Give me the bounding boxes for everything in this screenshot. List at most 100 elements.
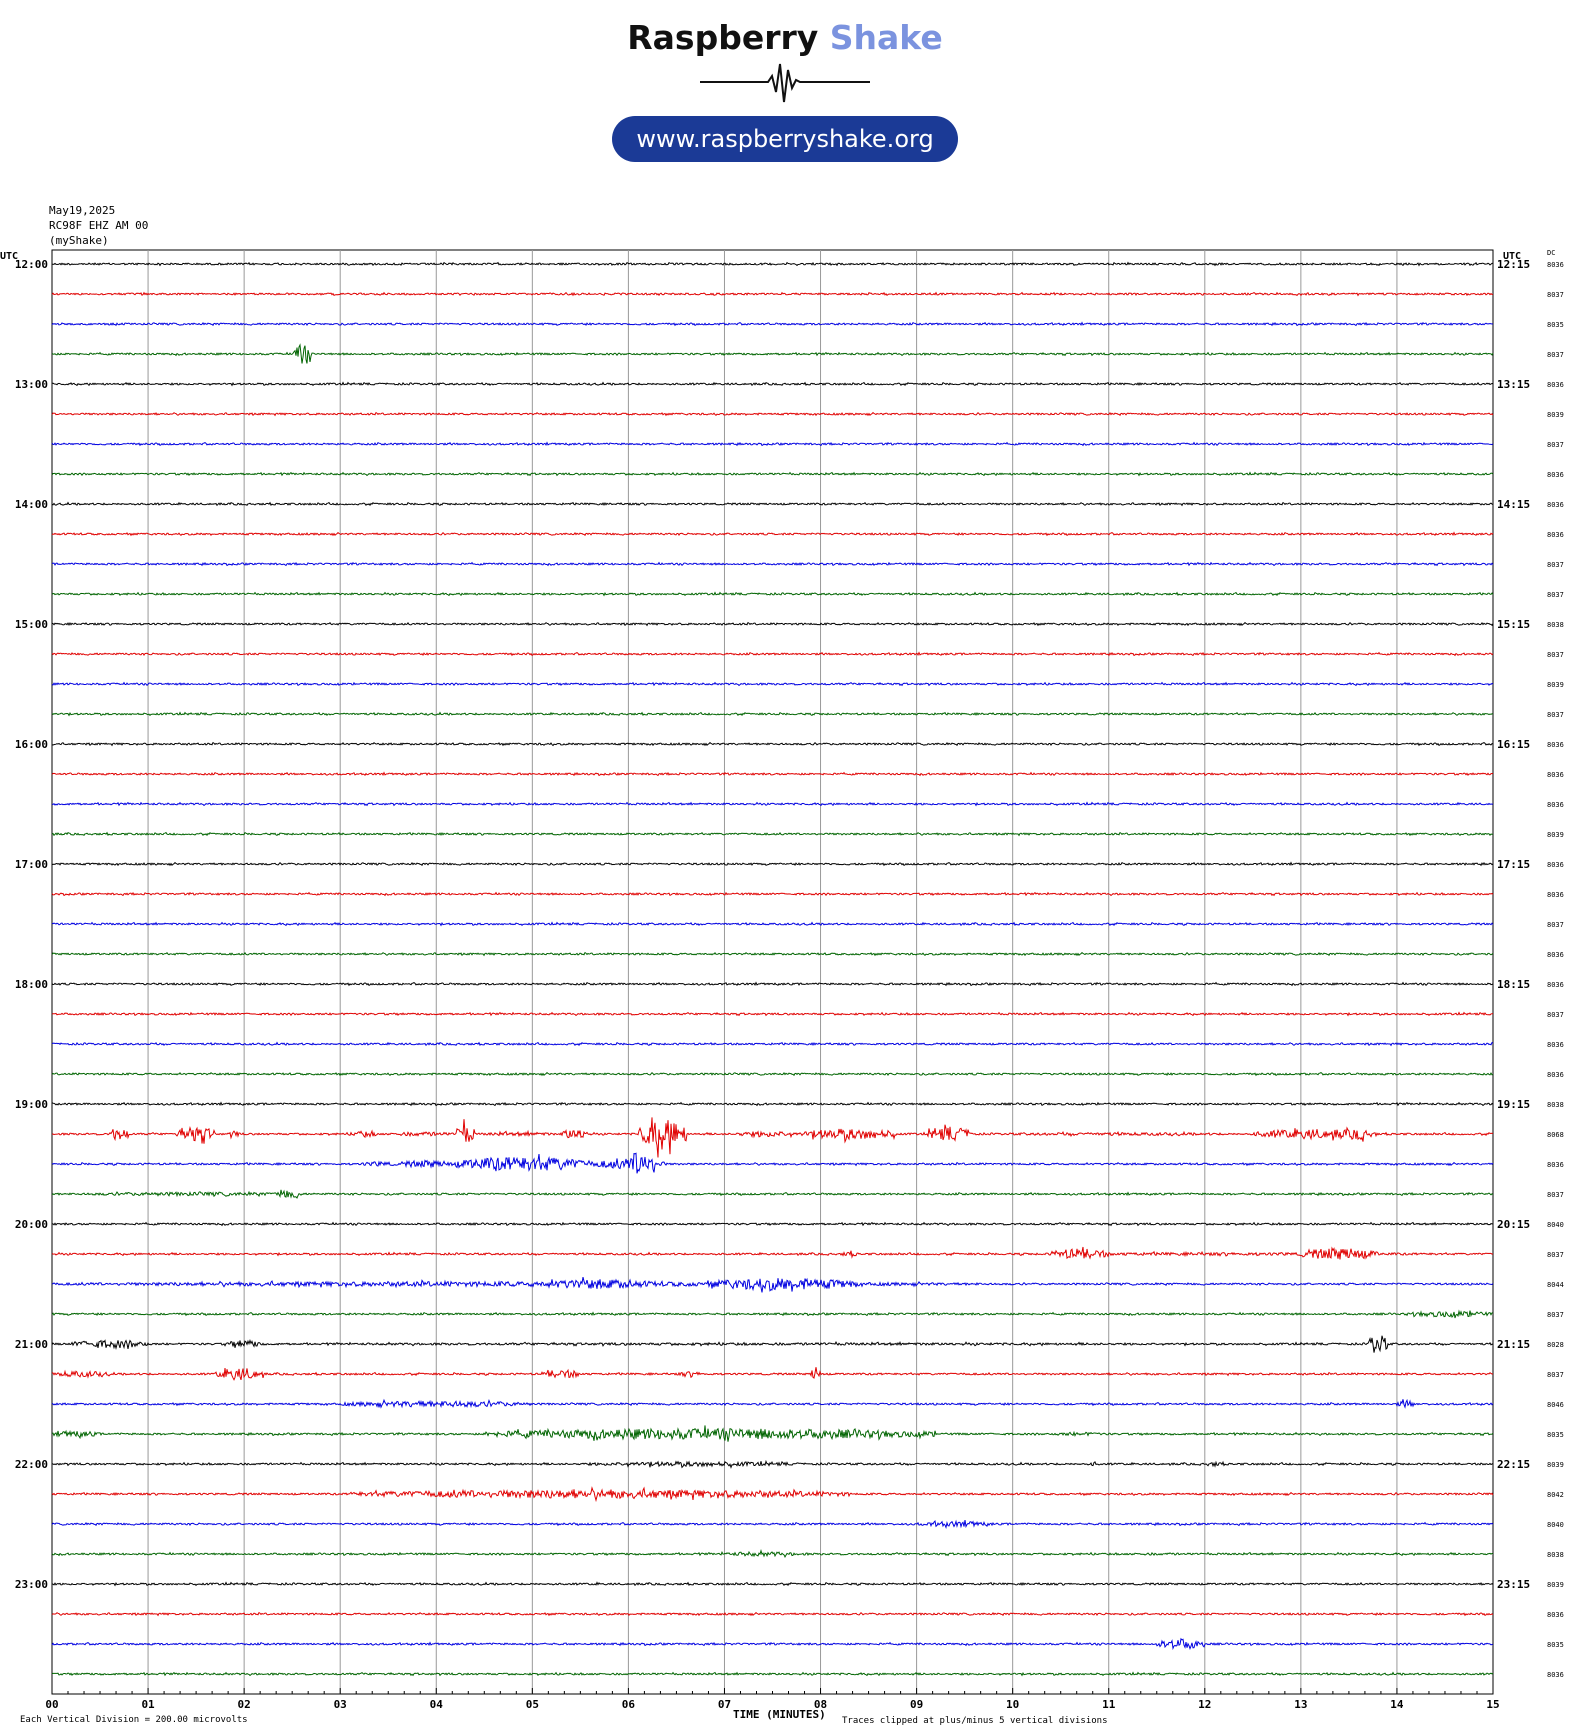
dc-offset-label: 8042 [1547, 1491, 1564, 1499]
seismic-trace-line [51, 1335, 1494, 1353]
dc-offset-label: 8035 [1547, 1641, 1564, 1649]
hour-label: 15:00 [15, 618, 48, 631]
dc-offset-label: 8036 [1547, 261, 1564, 269]
website-url[interactable]: www.raspberryshake.org [636, 125, 934, 153]
quarter-hour-label: 23:15 [1497, 1578, 1530, 1591]
dc-offset-label: 8037 [1547, 1191, 1564, 1199]
x-tick-label: 12 [1198, 1698, 1211, 1711]
quarter-hour-label: 12:15 [1497, 258, 1530, 271]
scale-note: Each Vertical Division = 200.00 microvol… [20, 1715, 248, 1725]
quarter-hour-label: 16:15 [1497, 738, 1530, 751]
seismic-trace-line [51, 561, 1494, 567]
seismic-trace-line [51, 981, 1494, 987]
x-tick-label: 08 [814, 1698, 827, 1711]
dc-offset-label: 8044 [1547, 1281, 1564, 1289]
dc-offset-label: 8036 [1547, 381, 1564, 389]
x-tick-label: 15 [1486, 1698, 1499, 1711]
clip-note: Traces clipped at plus/minus 5 vertical … [842, 1716, 1108, 1726]
dc-offset-label: 8040 [1547, 1221, 1564, 1229]
dc-offset-label: 8036 [1547, 501, 1564, 509]
dc-offset-label: 8039 [1547, 411, 1564, 419]
seismic-trace-line [51, 321, 1494, 327]
quarter-hour-label: 17:15 [1497, 858, 1530, 871]
dc-offset-label: 8036 [1547, 861, 1564, 869]
x-tick-label: 00 [45, 1698, 58, 1711]
seismic-trace-line [52, 1425, 1494, 1442]
seismic-trace-line [51, 501, 1494, 507]
seismic-trace-line [51, 1519, 1494, 1530]
hour-label: 16:00 [15, 738, 48, 751]
seismic-trace-line [51, 1398, 1494, 1409]
hour-label: 21:00 [15, 1338, 48, 1351]
dc-offset-label: 8040 [1547, 1521, 1564, 1529]
dc-offset-label: 8037 [1547, 441, 1564, 449]
dc-offset-label: 8038 [1547, 1551, 1564, 1559]
hour-label: 17:00 [15, 858, 48, 871]
dc-offset-label: 8039 [1547, 1581, 1564, 1589]
seismic-trace-line [51, 1637, 1494, 1651]
dc-offset-label: 8036 [1547, 531, 1564, 539]
x-tick-label: 14 [1390, 1698, 1404, 1711]
brand-title: Raspberry Shake [0, 18, 1570, 57]
dc-offset-label: 8038 [1547, 621, 1564, 629]
dc-offset-label: 8039 [1547, 1461, 1564, 1469]
station-channel: RC98F EHZ AM 00 [49, 219, 149, 232]
brand-word-raspberry: Raspberry [627, 18, 819, 57]
hour-label: 23:00 [15, 1578, 48, 1591]
x-tick-label: 02 [238, 1698, 251, 1711]
dc-offset-label: 8036 [1547, 891, 1564, 899]
dc-offset-label: 8037 [1547, 921, 1564, 929]
dc-offset-label: 8036 [1547, 471, 1564, 479]
seismic-trace-line [51, 651, 1494, 657]
seismic-trace-line [51, 861, 1494, 867]
hour-label: 13:00 [15, 378, 48, 391]
hour-label: 20:00 [15, 1218, 48, 1231]
seismic-trace-line [51, 801, 1494, 807]
station-date: May19,2025 [49, 204, 116, 217]
dc-offset-label: 8036 [1547, 1041, 1564, 1049]
dc-offset-label: 8037 [1547, 291, 1564, 299]
hour-label: 22:00 [15, 1458, 48, 1471]
seismic-trace-line [51, 1221, 1493, 1227]
seismic-trace-line [51, 1101, 1494, 1107]
x-tick-label: 04 [430, 1698, 444, 1711]
raspberry-shake-header: Raspberry Shake www.raspberryshake.org [0, 0, 1570, 175]
seismograph-logo-icon [700, 63, 870, 103]
dc-offset-label: 8036 [1547, 1671, 1564, 1679]
x-tick-label: 11 [1102, 1698, 1116, 1711]
seismic-trace-line [51, 1246, 1494, 1260]
seismic-trace-line [51, 1611, 1494, 1617]
seismic-trace-line [51, 1011, 1493, 1017]
seismic-trace-line [51, 291, 1494, 297]
dc-offset-label: 8037 [1547, 711, 1564, 719]
seismic-trace-line [51, 411, 1494, 417]
plot-frame [51, 249, 1494, 1695]
hour-label: 14:00 [15, 498, 48, 511]
x-tick-label: 07 [718, 1698, 731, 1711]
dc-offset-label: 8037 [1547, 591, 1564, 599]
seismic-trace-line [51, 1071, 1494, 1077]
dc-offset-label: 8037 [1547, 351, 1564, 359]
station-network: (myShake) [49, 234, 109, 247]
dc-offset-label: 8036 [1547, 801, 1564, 809]
seismic-trace-line [51, 1189, 1494, 1199]
dc-offset-label: 8037 [1547, 1371, 1564, 1379]
dc-offset-label: 8037 [1547, 1251, 1564, 1259]
seismic-trace-line [51, 531, 1494, 537]
dc-offset-label: 8035 [1547, 321, 1564, 329]
seismic-trace-line [51, 711, 1494, 717]
website-url-pill[interactable]: www.raspberryshake.org [612, 116, 958, 162]
seismic-trace-line [51, 1486, 1494, 1503]
dc-offset-label: 8039 [1547, 681, 1564, 689]
dc-offset-label: 8037 [1547, 561, 1564, 569]
hour-label: 19:00 [15, 1098, 48, 1111]
dc-offset-label: 8036 [1547, 1071, 1564, 1079]
dc-offset-label: 8037 [1547, 1311, 1564, 1319]
seismic-trace-line [51, 951, 1494, 957]
quarter-hour-label: 18:15 [1497, 978, 1530, 991]
dc-offset-label: 8036 [1547, 741, 1564, 749]
right-utc-label: UTC [1503, 251, 1521, 262]
seismic-trace-line [51, 591, 1494, 597]
dc-offset-label: 8028 [1547, 1341, 1564, 1349]
